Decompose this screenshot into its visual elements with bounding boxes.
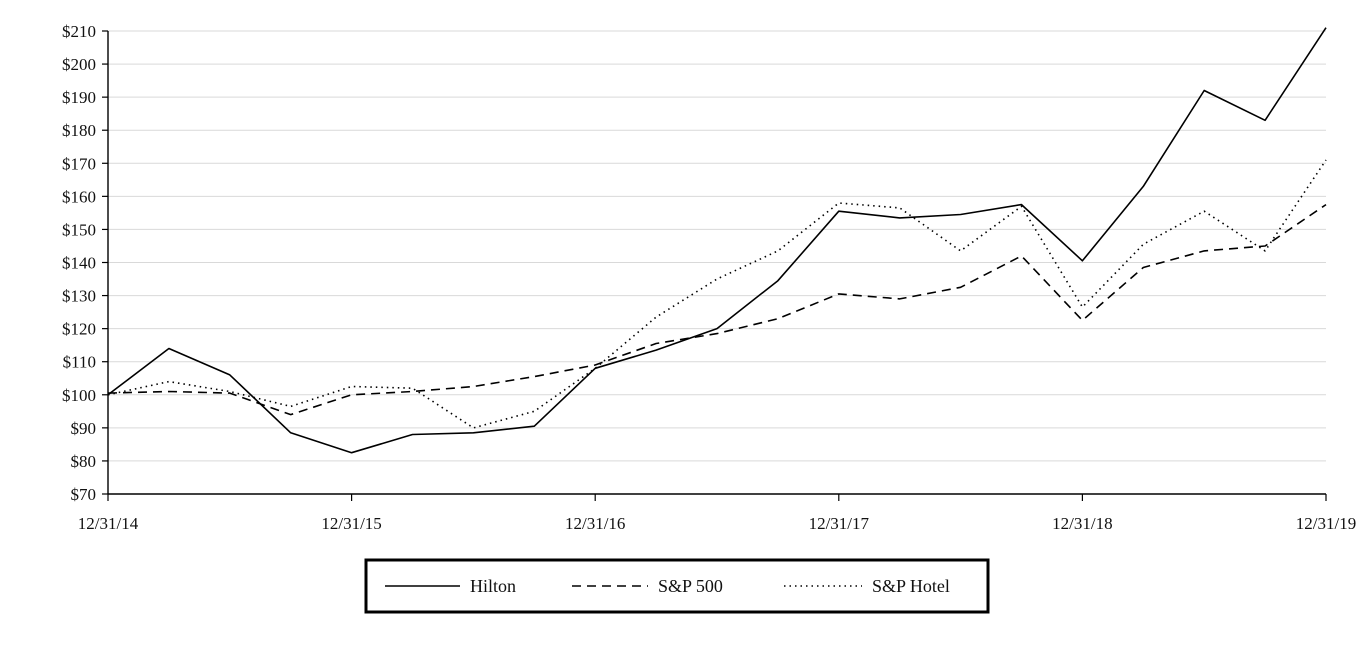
y-tick-label: $100 [62, 386, 96, 405]
x-axis-ticks: 12/31/14 12/31/15 12/31/16 12/31/17 12/31/18… [78, 494, 1356, 533]
x-tick-label: 12/31/17 [809, 514, 870, 533]
legend-label-sp500: S&P 500 [658, 576, 723, 596]
y-tick-label: $80 [71, 452, 97, 471]
x-tick-label: 12/31/16 [565, 514, 625, 533]
y-tick-label: $160 [62, 187, 96, 206]
series-line-s-p-500 [107, 203, 1327, 416]
y-tick-label: $210 [62, 22, 96, 41]
y-tick-label: $110 [63, 353, 96, 372]
y-tick-label: $90 [71, 419, 97, 438]
legend-label-sp-hotel: S&P Hotel [872, 576, 950, 596]
x-tick-label: 12/31/14 [78, 514, 139, 533]
y-tick-label: $200 [62, 55, 96, 74]
y-axis-ticks: $70 $80 $90 $100 $110 $120 $130 $140 $150 $160 $17… [62, 22, 108, 504]
series-lines [107, 27, 1327, 454]
series-line-s-p-hotel [107, 159, 1327, 429]
series-line-hilton [107, 27, 1327, 454]
y-tick-label: $170 [62, 154, 96, 173]
legend-box [364, 558, 990, 614]
y-tick-label: $180 [62, 121, 96, 140]
x-tick-label: 12/31/18 [1052, 514, 1112, 533]
x-tick-label: 12/31/15 [321, 514, 381, 533]
legend-label-hilton: Hilton [470, 576, 516, 596]
legend: Hilton S&P 500 S&P Hotel [364, 558, 990, 614]
y-tick-label: $120 [62, 320, 96, 339]
axes [107, 31, 1326, 495]
gridlines [108, 30, 1326, 462]
y-tick-label: $70 [71, 485, 97, 504]
y-tick-label: $130 [62, 287, 96, 306]
x-tick-label: 12/31/19 [1296, 514, 1356, 533]
y-tick-label: $150 [62, 220, 96, 239]
y-tick-label: $190 [62, 88, 96, 107]
y-tick-label: $140 [62, 254, 96, 273]
